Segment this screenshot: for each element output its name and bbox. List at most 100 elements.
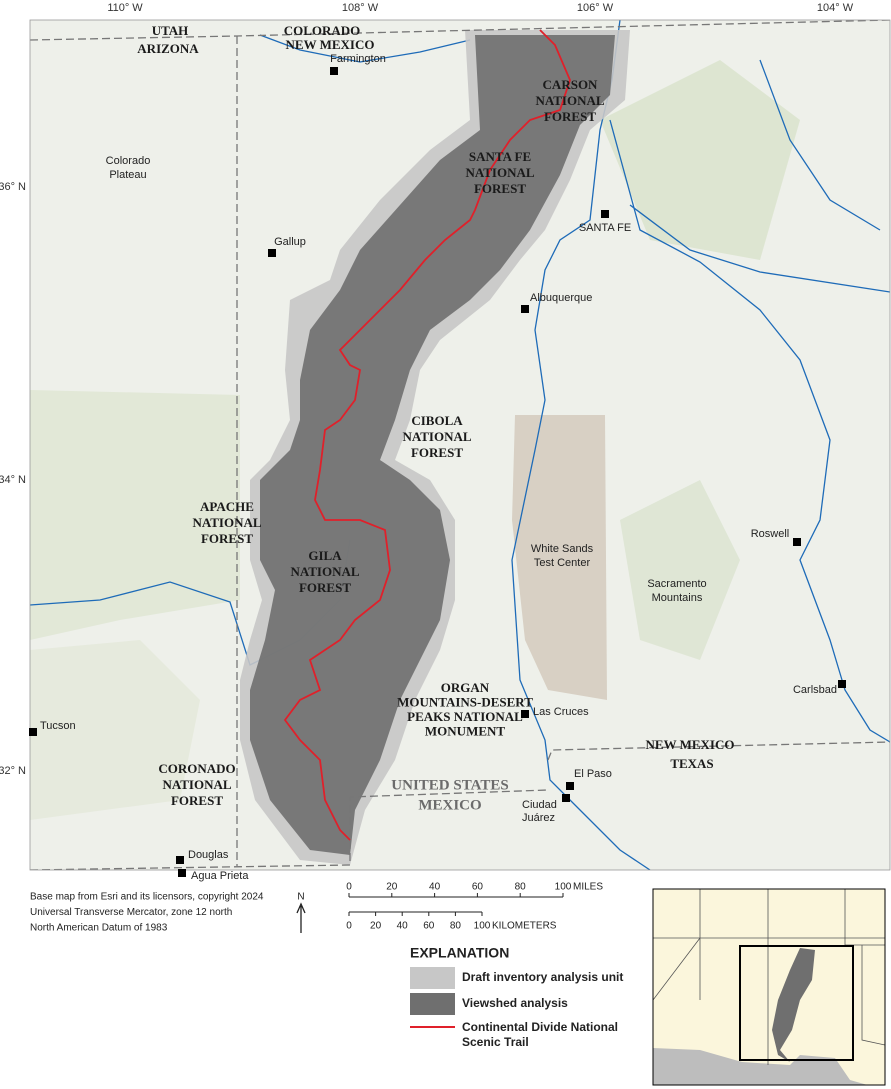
scale-tick-label: 20	[370, 921, 382, 932]
scale-tick-label: 100	[555, 882, 572, 893]
credit-text: Base map from Esri and its licensors, co…	[30, 892, 264, 903]
city-marker	[566, 782, 574, 790]
longitude-label: 106° W	[577, 2, 614, 14]
longitude-label: 104° W	[817, 2, 854, 14]
river	[759, 59, 881, 231]
state-label: NEW MEXICO	[646, 737, 735, 752]
scale-tick-label: 40	[397, 921, 409, 932]
scale-tick-label: 60	[423, 921, 435, 932]
country-border	[30, 789, 549, 870]
city-label: Roswell	[751, 528, 790, 540]
scale-tick-label: 80	[450, 921, 462, 932]
forest-label: APACHE	[200, 499, 254, 514]
inset-trail-area	[772, 948, 815, 1062]
inset-map	[652, 888, 886, 1086]
forest-label: GILA	[308, 548, 342, 563]
state-label: NEW MEXICO	[286, 37, 375, 52]
city-label: Juárez	[522, 812, 555, 824]
state-label: TEXAS	[670, 756, 713, 771]
basemap	[30, 20, 890, 870]
city-label: Ciudad	[522, 799, 557, 811]
region-label: Colorado	[106, 155, 151, 167]
longitude-label: 108° W	[342, 2, 379, 14]
region-label: Plateau	[109, 169, 146, 181]
state-border	[547, 741, 890, 761]
terrain	[600, 60, 800, 260]
region-label: Test Center	[534, 557, 591, 569]
city-label: Las Cruces	[533, 706, 589, 718]
city-marker	[330, 67, 338, 75]
city-label: SANTA FE	[579, 222, 631, 234]
forest-label: CARSON	[543, 77, 599, 92]
region-label: White Sands	[531, 543, 594, 555]
map-frame	[29, 19, 891, 871]
city-label: Albuquerque	[530, 292, 592, 304]
forest-label: FOREST	[299, 580, 351, 595]
scale-tick-label: 20	[386, 882, 398, 893]
scale-tick-label: 0	[346, 882, 352, 893]
city-marker	[601, 210, 609, 218]
labels: 110° W 108° W 106° W 104° W 36° N 34° N 32° N U…	[0, 2, 878, 1079]
latitude-label: 32° N	[0, 765, 26, 777]
city-marker	[793, 538, 801, 546]
scale-tick-label: 100	[474, 921, 491, 932]
latitude-label: 36° N	[0, 181, 26, 193]
state-label: UTAH	[152, 23, 189, 38]
scale-unit: KILOMETERS	[492, 921, 557, 932]
inset-frame	[652, 888, 886, 1086]
terrain	[620, 480, 740, 660]
city-marker	[268, 249, 276, 257]
city-label: El Paso	[574, 768, 612, 780]
city-marker	[521, 305, 529, 313]
river	[629, 204, 890, 293]
borders	[30, 20, 890, 870]
forest-label: ORGAN	[441, 680, 490, 695]
forest-label: FOREST	[201, 531, 253, 546]
legend-swatch	[410, 993, 455, 1015]
city-marker	[562, 794, 570, 802]
region-label: Sacramento	[647, 578, 706, 590]
forest-label: NATIONAL	[402, 429, 471, 444]
legend-label: Continental Divide National	[462, 1020, 618, 1034]
forest-label: PEAKS NATIONAL	[407, 709, 523, 724]
forest-label: FOREST	[411, 445, 463, 460]
terrain	[30, 640, 200, 820]
city-label: Gallup	[274, 236, 306, 248]
forest-label: CIBOLA	[411, 413, 463, 428]
scale-unit: MILES	[573, 882, 603, 893]
north-arrow	[296, 902, 306, 933]
terrain	[30, 390, 240, 640]
city-label: Tucson	[40, 720, 76, 732]
region-label: Mountains	[652, 592, 703, 604]
legend-title: EXPLANATION	[410, 945, 509, 961]
legend-label: Draft inventory analysis unit	[462, 970, 623, 984]
forest-label: NATIONAL	[162, 777, 231, 792]
forest-label: CORONADO	[158, 761, 235, 776]
scale-tick-label: 60	[472, 882, 484, 893]
river	[259, 34, 471, 63]
city-label: Agua Prieta	[191, 870, 249, 882]
white-sands-area	[512, 415, 607, 700]
forest-label: NATIONAL	[290, 564, 359, 579]
state-label: ARIZONA	[137, 41, 199, 56]
city-marker	[29, 728, 37, 736]
city-marker	[178, 869, 186, 877]
inset-map-area	[739, 945, 854, 1061]
forest-label: MOUNTAINS-DESERT	[397, 694, 533, 709]
longitude-label: 110° W	[107, 2, 143, 14]
forest-label: NATIONAL	[535, 93, 604, 108]
forest-label: NATIONAL	[192, 515, 261, 530]
forest-label: MONUMENT	[425, 723, 505, 738]
city-markers	[29, 67, 846, 877]
scale-tick-label: 40	[429, 882, 441, 893]
credit-text: North American Datum of 1983	[30, 923, 168, 934]
viewshed-analysis	[250, 35, 615, 855]
country-label: UNITED STATES	[391, 777, 508, 793]
inset-mexico	[653, 1048, 868, 1085]
forest-label: FOREST	[474, 181, 526, 196]
latitude-label: 34° N	[0, 474, 26, 486]
river	[609, 119, 890, 743]
scale-tick-label: 0	[346, 921, 352, 932]
